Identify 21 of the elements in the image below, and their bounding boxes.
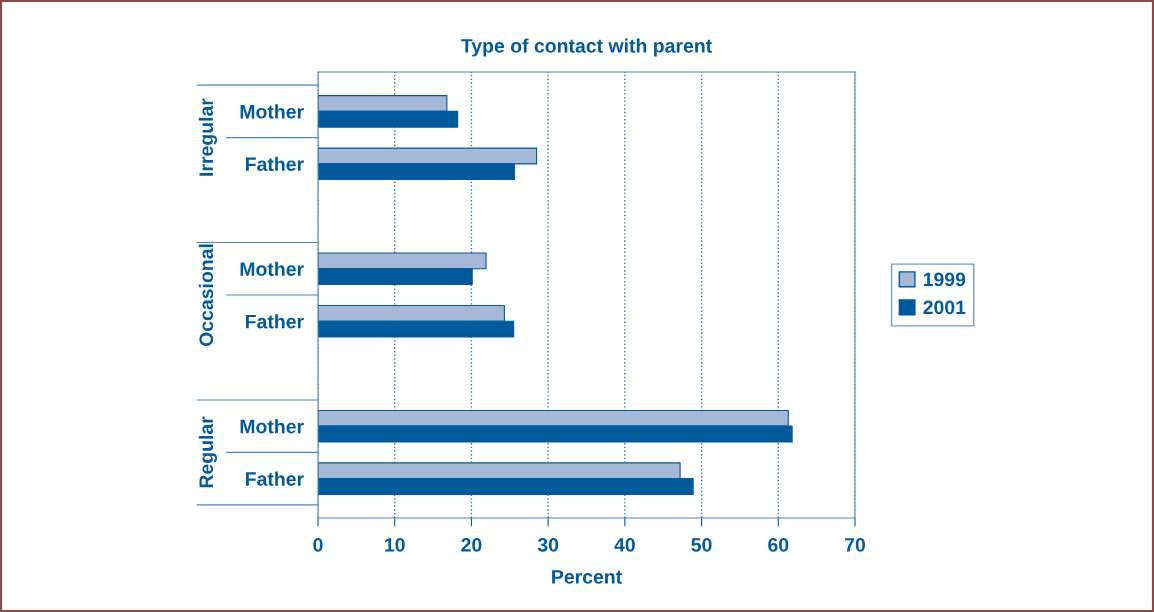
- y-tick-label: Father: [245, 156, 304, 172]
- x-tick-label: 10: [385, 537, 405, 552]
- x-tick-label: 50: [691, 537, 712, 552]
- x-tick-label: 60: [768, 537, 789, 552]
- y-tick-label: Father: [245, 471, 304, 486]
- x-tick-label: 0: [313, 537, 323, 552]
- x-tick-label: 30: [537, 537, 559, 552]
- chart-title: Type of contact with parent: [461, 38, 712, 57]
- text: Irregular: [198, 98, 218, 176]
- x-tick-label: 20: [461, 537, 482, 552]
- text: Regular: [198, 416, 218, 488]
- legend-label: 2001: [923, 300, 966, 315]
- y-tick-label: Mother: [240, 261, 304, 276]
- text: Occasional: [198, 244, 214, 347]
- x-axis-title: Percent: [552, 570, 622, 584]
- y-tick-label: Father: [245, 314, 304, 329]
- legend-label: 1999: [923, 272, 966, 287]
- y-tick-label: Mother: [240, 104, 304, 119]
- y-tick-label: Mother: [240, 419, 304, 434]
- x-tick-label: 40: [614, 537, 635, 552]
- x-tick-label: 70: [845, 537, 866, 552]
